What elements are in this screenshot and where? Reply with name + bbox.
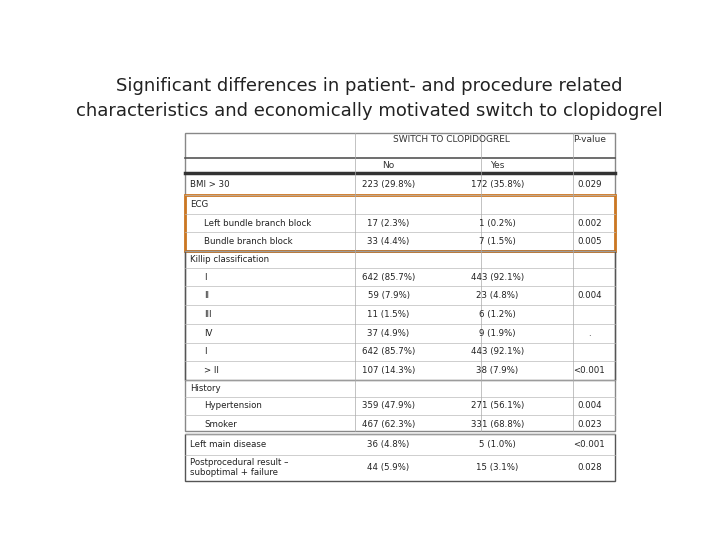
Text: 9 (1.9%): 9 (1.9%)	[479, 329, 516, 338]
Text: Smoker: Smoker	[204, 420, 237, 429]
Text: 59 (7.9%): 59 (7.9%)	[367, 291, 410, 300]
Text: Significant differences in patient- and procedure related: Significant differences in patient- and …	[116, 77, 622, 95]
Text: 172 (35.8%): 172 (35.8%)	[471, 180, 524, 188]
FancyBboxPatch shape	[185, 133, 615, 431]
Text: 0.004: 0.004	[577, 291, 602, 300]
Text: 0.004: 0.004	[577, 401, 602, 410]
Text: 0.029: 0.029	[577, 180, 602, 188]
Text: 15 (3.1%): 15 (3.1%)	[476, 463, 518, 472]
Text: 0.023: 0.023	[577, 420, 602, 429]
Text: 443 (92.1%): 443 (92.1%)	[471, 273, 524, 281]
Text: Postprocedural result –: Postprocedural result –	[190, 458, 289, 468]
Text: Left main disease: Left main disease	[190, 440, 266, 449]
Text: Yes: Yes	[490, 161, 505, 170]
Text: 0.002: 0.002	[577, 219, 602, 227]
Text: 11 (1.5%): 11 (1.5%)	[367, 310, 410, 319]
Text: P-value: P-value	[573, 135, 606, 144]
Text: 5 (1.0%): 5 (1.0%)	[479, 440, 516, 449]
Text: characteristics and economically motivated switch to clopidogrel: characteristics and economically motivat…	[76, 102, 662, 120]
Text: 443 (92.1%): 443 (92.1%)	[471, 347, 524, 356]
Text: 359 (47.9%): 359 (47.9%)	[362, 401, 415, 410]
Text: Killip classification: Killip classification	[190, 255, 269, 264]
Text: 331 (68.8%): 331 (68.8%)	[471, 420, 524, 429]
Text: .: .	[588, 329, 590, 338]
Text: II: II	[204, 291, 210, 300]
Text: 44 (5.9%): 44 (5.9%)	[367, 463, 410, 472]
Text: History: History	[190, 384, 221, 393]
Text: 0.005: 0.005	[577, 237, 602, 246]
Text: 642 (85.7%): 642 (85.7%)	[362, 347, 415, 356]
Text: 642 (85.7%): 642 (85.7%)	[362, 273, 415, 281]
Text: 33 (4.4%): 33 (4.4%)	[367, 237, 410, 246]
Text: AHA SCIENTIFIC SESSIONS: AHA SCIENTIFIC SESSIONS	[14, 503, 190, 516]
Text: 271 (56.1%): 271 (56.1%)	[471, 401, 524, 410]
Text: 107 (14.3%): 107 (14.3%)	[362, 366, 415, 375]
Text: 223 (29.8%): 223 (29.8%)	[362, 180, 415, 188]
Text: 37 (4.9%): 37 (4.9%)	[367, 329, 410, 338]
Text: 467 (62.3%): 467 (62.3%)	[362, 420, 415, 429]
Text: <0.001: <0.001	[574, 440, 606, 449]
Text: I: I	[204, 273, 207, 281]
Text: <0.001: <0.001	[574, 366, 606, 375]
Text: III: III	[204, 310, 212, 319]
Text: Bundle branch block: Bundle branch block	[204, 237, 293, 246]
Text: ECG: ECG	[190, 200, 209, 209]
Text: BMI > 30: BMI > 30	[190, 180, 230, 188]
Text: Hypertension: Hypertension	[204, 401, 262, 410]
Text: 36 (4.8%): 36 (4.8%)	[367, 440, 410, 449]
Text: 17 (2.3%): 17 (2.3%)	[367, 219, 410, 227]
Text: 0.028: 0.028	[577, 463, 602, 472]
Text: Anaheim   2017: Anaheim 2017	[14, 525, 117, 538]
Text: 6 (1.2%): 6 (1.2%)	[479, 310, 516, 319]
Text: > II: > II	[204, 366, 220, 375]
Text: 38 (7.9%): 38 (7.9%)	[476, 366, 518, 375]
Text: SWITCH TO CLOPIDOGREL: SWITCH TO CLOPIDOGREL	[393, 135, 510, 144]
Text: suboptimal + failure: suboptimal + failure	[190, 468, 279, 477]
Text: I: I	[204, 347, 207, 356]
Text: 1 (0.2%): 1 (0.2%)	[479, 219, 516, 227]
Text: 7 (1.5%): 7 (1.5%)	[479, 237, 516, 246]
Text: 23 (4.8%): 23 (4.8%)	[476, 291, 518, 300]
Text: PRAGUE – 18 STUDY: PRAGUE – 18 STUDY	[346, 505, 547, 523]
Text: IV: IV	[204, 329, 213, 338]
Text: No: No	[382, 161, 395, 170]
Text: Left bundle branch block: Left bundle branch block	[204, 219, 312, 227]
